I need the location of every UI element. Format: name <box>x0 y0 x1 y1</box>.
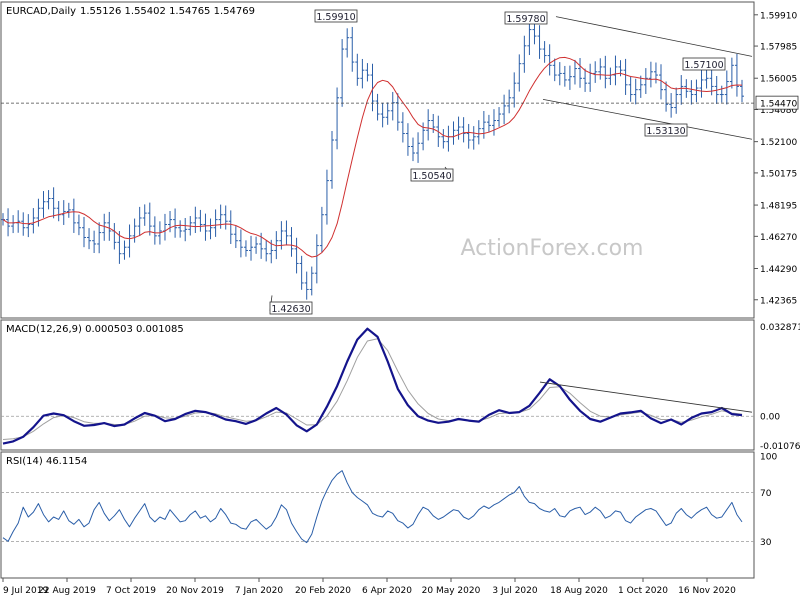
price-label-text: 1.59910 <box>316 12 355 23</box>
x-tick-label: 6 Apr 2020 <box>362 586 412 596</box>
current-price-tag <box>755 95 799 110</box>
x-tick-label: 20 May 2020 <box>422 586 481 596</box>
rsi-title: RSI(14) 46.1154 <box>6 456 87 467</box>
x-tick-label: 16 Nov 2020 <box>678 586 736 596</box>
price-label-text: 1.42630 <box>271 304 310 315</box>
x-tick-label: 1 Oct 2020 <box>618 586 668 596</box>
channel-lower-trendline <box>542 99 753 140</box>
price-y-tick-label: 1.59910 <box>760 11 797 21</box>
macd-layer <box>1 327 754 445</box>
x-tick-label: 20 Nov 2019 <box>166 586 224 596</box>
price-label-text: 1.53130 <box>646 126 685 137</box>
macd-title: MACD(12,26,9) 0.000503 0.001085 <box>6 324 184 335</box>
rsi-line <box>2 470 743 544</box>
x-tick-label: 20 Feb 2020 <box>295 586 351 596</box>
price-y-tick-label: 1.48195 <box>760 202 797 212</box>
price-label-box <box>682 57 726 71</box>
x-tick-label: 7 Oct 2019 <box>106 586 156 596</box>
rsi-y-tick-label: 100 <box>760 453 777 463</box>
macd-y-tick-label: 0.00 <box>760 413 780 423</box>
x-tick-label: 22 Aug 2019 <box>38 586 96 596</box>
price-label-text: 1.57100 <box>684 60 723 71</box>
watermark: ActionForex.com <box>461 236 644 261</box>
price-panel-frame <box>0 1 755 319</box>
symbol-label: EURCAD,Daily <box>6 6 76 17</box>
price-y-tick-label: 1.46270 <box>760 233 797 243</box>
macd-panel-frame <box>0 319 755 451</box>
price-label-text: 1.50540 <box>412 171 451 182</box>
rsi-y-tick-label: 70 <box>760 489 772 499</box>
x-tick-label: 7 Jan 2020 <box>235 586 283 596</box>
axis-layer: 1.59910 1.57985 1.56005 1.54080 1.52100 1.501… <box>2 11 800 596</box>
rsi-panel-frame <box>0 451 755 579</box>
macd-main-line <box>2 327 743 445</box>
moving-average-line <box>2 56 743 258</box>
price-label-text: 1.59780 <box>506 14 545 25</box>
price-y-tick-label: 1.57985 <box>760 43 797 53</box>
price-label-box <box>504 11 548 25</box>
price-y-tick-label: 1.50175 <box>760 169 797 179</box>
x-tick-label: 18 Aug 2020 <box>550 586 608 596</box>
price-label-box <box>410 168 454 182</box>
price-label-box <box>644 123 688 137</box>
macd-y-tick-label: 0.032871 <box>760 323 800 333</box>
x-tick-label: 9 Jul 2019 <box>3 586 48 596</box>
current-price-tag-text: 1.54470 <box>760 100 797 110</box>
price-y-tick-label: 1.56005 <box>760 75 797 85</box>
ohlc-label: 1.55126 1.55402 1.54765 1.54769 <box>80 6 255 17</box>
price-label-box <box>269 301 313 315</box>
rsi-layer <box>1 470 754 544</box>
macd-y-tick-label: -0.010762 <box>760 442 800 452</box>
price-y-tick-label: 1.52100 <box>760 138 797 148</box>
price-y-tick-label: 1.54080 <box>760 106 797 116</box>
channel-upper-trendline <box>555 16 753 57</box>
price-label-box <box>314 9 358 23</box>
price-y-tick-label: 1.44290 <box>760 265 797 275</box>
macd-trendline <box>539 381 753 413</box>
price-layer: 1.59910 1.59780 1.57100 1.53130 1.50540 1.426… <box>1 9 754 315</box>
x-tick-label: 3 Jul 2020 <box>492 586 537 596</box>
price-y-tick-label: 1.42365 <box>760 296 797 306</box>
rsi-y-tick-label: 30 <box>760 538 772 548</box>
